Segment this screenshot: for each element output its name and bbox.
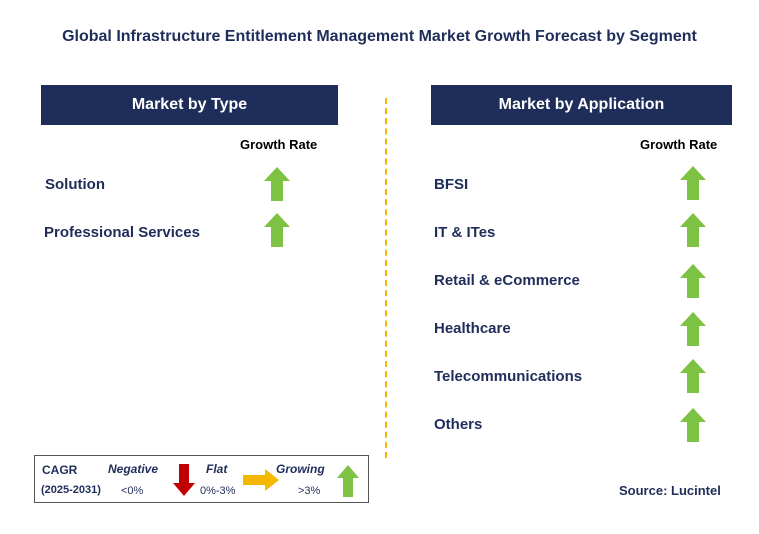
up-arrow-icon (337, 465, 359, 497)
legend-growing-range: >3% (298, 485, 321, 497)
up-arrow-icon (680, 312, 706, 346)
up-arrow-icon (680, 264, 706, 298)
application-panel-header: Market by Application (431, 85, 732, 125)
up-arrow-icon (264, 213, 290, 247)
up-arrow-icon (264, 167, 290, 201)
legend-growing-label: Growing (276, 462, 325, 476)
panel-divider (385, 98, 387, 458)
down-arrow-icon (173, 464, 195, 496)
type-row-label-professional-services: Professional Services (44, 224, 200, 241)
diagram-title: Global Infrastructure Entitlement Manage… (62, 28, 697, 45)
app-row-label-others: Others (434, 416, 483, 433)
legend-negative-label: Negative (108, 462, 159, 476)
type-row-label-solution: Solution (45, 176, 105, 193)
up-arrow-icon (680, 408, 706, 442)
type-panel-header: Market by Type (41, 85, 338, 125)
application-growth-rate-label: Growth Rate (640, 137, 718, 152)
app-row-label-telecommunications: Telecommunications (434, 368, 583, 385)
type-growth-rate-label: Growth Rate (240, 137, 318, 152)
cagr-legend: CAGR (2025-2031) Negative <0% Flat 0%-3%… (34, 455, 369, 503)
right-arrow-icon (243, 469, 279, 491)
up-arrow-icon (680, 213, 706, 247)
source-label: Source: Lucintel (619, 483, 721, 498)
app-row-label-it-ites: IT & ITes (434, 224, 496, 241)
legend-flat-label: Flat (206, 462, 228, 476)
legend-period-label: (2025-2031) (41, 484, 101, 496)
legend-negative-range: <0% (121, 485, 144, 497)
legend-flat-range: 0%-3% (200, 485, 236, 497)
app-row-label-healthcare: Healthcare (434, 320, 511, 337)
up-arrow-icon (680, 359, 706, 393)
app-row-label-retail-ecommerce: Retail & eCommerce (434, 272, 580, 289)
app-row-label-bfsi: BFSI (434, 176, 469, 193)
legend-cagr-label: CAGR (42, 463, 78, 477)
up-arrow-icon (680, 166, 706, 200)
